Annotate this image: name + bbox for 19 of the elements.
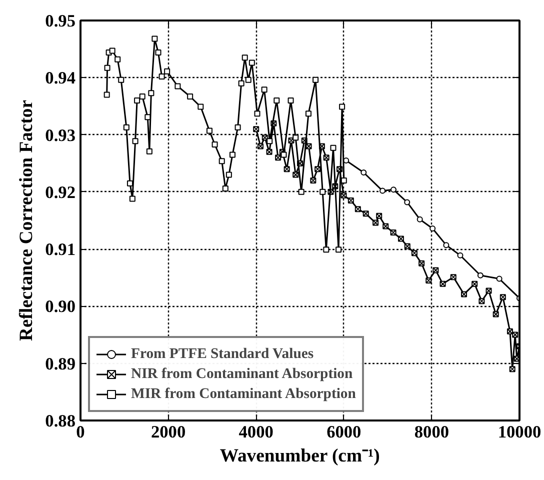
y-tick-label: 0.95 [45, 12, 76, 30]
x-tick-label: 2000 [150, 422, 186, 442]
y-tick-label: 0.93 [45, 126, 76, 145]
y-tick-label: 0.94 [45, 68, 76, 88]
x-tick-label: 8000 [414, 422, 450, 442]
legend-label: MIR from Contaminant Absorption [131, 386, 356, 402]
x-tick-label: 4000 [238, 422, 274, 442]
y-tick-label: 0.89 [45, 354, 76, 374]
x-tick-label: 6000 [326, 422, 362, 442]
x-axis-title: Wavenumber (cm⁻¹) [220, 446, 380, 466]
y-axis-title: Reflectance Correction Factor [16, 100, 38, 342]
y-tick-label: 0.91 [45, 240, 76, 260]
legend-label: From PTFE Standard Values [131, 346, 314, 362]
y-tick-label: 0.90 [45, 297, 76, 316]
x-tick-label: 10000 [498, 422, 542, 442]
x-tick-label: 0 [76, 422, 85, 442]
legend-label: NIR from Contaminant Absorption [131, 366, 353, 382]
y-tick-label: 0.92 [45, 182, 76, 202]
y-tick-label: 0.88 [45, 412, 76, 430]
